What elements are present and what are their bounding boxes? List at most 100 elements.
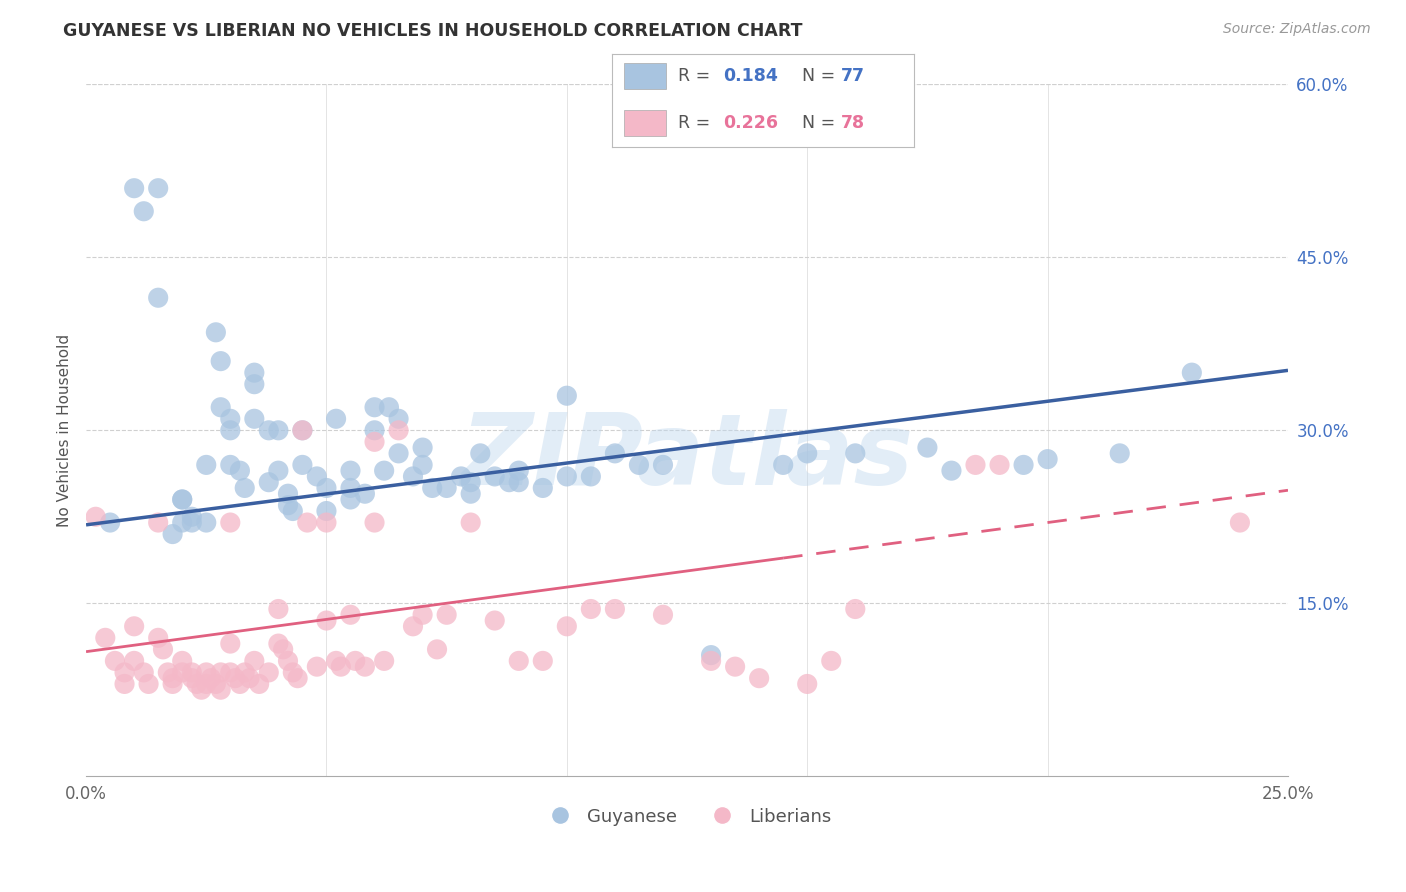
Point [172, 492, 194, 507]
Point [209, 665, 232, 680]
Point [373, 464, 395, 478]
Point [138, 677, 160, 691]
Point [271, 642, 294, 657]
Point [172, 492, 194, 507]
Text: N =: N = [801, 114, 841, 132]
Point [233, 665, 256, 680]
Point [988, 458, 1011, 472]
Point [378, 401, 401, 415]
Point [84, 509, 107, 524]
Point [132, 665, 155, 680]
Point [450, 469, 472, 483]
Point [233, 481, 256, 495]
Point [412, 441, 434, 455]
Point [329, 659, 352, 673]
Point [363, 401, 385, 415]
Point [420, 481, 443, 495]
Point [219, 411, 242, 425]
Text: 0.226: 0.226 [724, 114, 779, 132]
Point [460, 486, 482, 500]
Point [1036, 452, 1059, 467]
Point [94, 631, 117, 645]
Point [172, 654, 194, 668]
Point [219, 423, 242, 437]
Point [579, 469, 602, 483]
Point [104, 654, 127, 668]
Point [315, 504, 337, 518]
Point [412, 607, 434, 622]
Point [315, 614, 337, 628]
Point [277, 498, 299, 512]
Point [820, 654, 842, 668]
Point [148, 181, 170, 195]
Point [339, 492, 361, 507]
Point [470, 446, 492, 460]
Bar [624, 63, 666, 89]
Point [277, 654, 299, 668]
Point [844, 602, 866, 616]
Point [305, 659, 328, 673]
Point [186, 677, 208, 691]
Point [387, 411, 409, 425]
Point [122, 181, 145, 195]
Point [325, 654, 347, 668]
Point [796, 446, 818, 460]
Point [98, 516, 121, 530]
Point [291, 458, 314, 472]
Point [219, 516, 242, 530]
Point [172, 516, 194, 530]
Text: R =: R = [678, 114, 716, 132]
Point [508, 475, 530, 490]
Point [195, 516, 218, 530]
Point [555, 619, 578, 633]
Point [652, 607, 675, 622]
Point [354, 486, 377, 500]
Point [287, 671, 309, 685]
Point [162, 677, 184, 691]
Point [229, 464, 252, 478]
Point [229, 677, 252, 691]
Point [363, 434, 385, 449]
Text: N =: N = [801, 67, 841, 85]
Point [205, 677, 228, 691]
Point [426, 642, 449, 657]
Point [460, 516, 482, 530]
Point [484, 614, 506, 628]
Point [224, 671, 246, 685]
Bar [624, 110, 666, 136]
Point [219, 665, 242, 680]
Point [152, 642, 174, 657]
Point [700, 648, 723, 662]
Point [209, 401, 232, 415]
Y-axis label: No Vehicles in Household: No Vehicles in Household [58, 334, 72, 527]
Point [209, 354, 232, 368]
Point [219, 637, 242, 651]
Point [339, 481, 361, 495]
Point [195, 677, 218, 691]
Point [387, 446, 409, 460]
Point [291, 423, 314, 437]
Point [484, 469, 506, 483]
Point [132, 204, 155, 219]
Point [363, 423, 385, 437]
Point [200, 671, 222, 685]
Point [555, 389, 578, 403]
Point [297, 516, 319, 530]
Point [772, 458, 794, 472]
Point [195, 458, 218, 472]
Point [700, 654, 723, 668]
Point [305, 469, 328, 483]
Point [402, 469, 425, 483]
Point [114, 677, 136, 691]
Point [339, 464, 361, 478]
Point [412, 458, 434, 472]
Point [267, 464, 290, 478]
Text: GUYANESE VS LIBERIAN NO VEHICLES IN HOUSEHOLD CORRELATION CHART: GUYANESE VS LIBERIAN NO VEHICLES IN HOUS… [63, 22, 803, 40]
Point [267, 602, 290, 616]
Point [1229, 516, 1251, 530]
Point [603, 602, 626, 616]
Point [652, 458, 675, 472]
Text: 77: 77 [841, 67, 865, 85]
Point [156, 665, 179, 680]
Point [508, 464, 530, 478]
